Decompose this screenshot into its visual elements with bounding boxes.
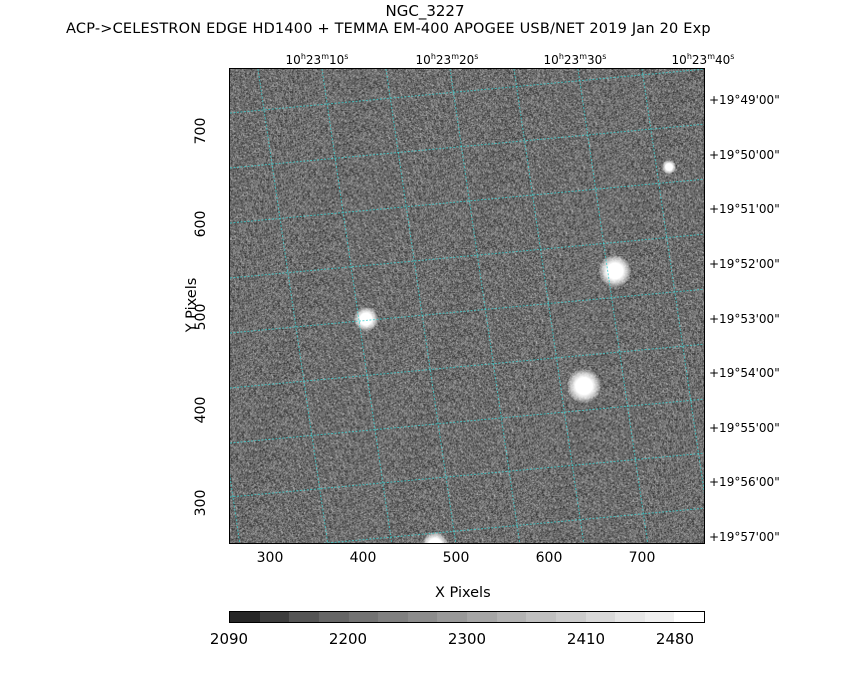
colorbar-tick: 2090 [209,630,249,648]
grid-line [641,69,704,495]
colorbar-swatch [259,612,290,622]
grid-line [513,69,585,543]
grid-line [230,343,704,389]
x-tick: 300 [256,550,284,566]
ra-tick: 10h23m10s [285,52,349,67]
x-tick: 600 [535,550,563,566]
coordinate-grid [230,69,704,543]
star [354,307,378,331]
colorbar-swatch [496,612,527,622]
y-tick: 300 [193,489,209,517]
grid-line [321,507,704,543]
dec-tick: +19°55'00" [709,421,780,435]
y-axis-label: Y Pixels [184,277,200,333]
grid-line [230,69,704,114]
colorbar [229,611,705,623]
grid-line [230,233,704,279]
colorbar-tick: 2300 [447,630,487,648]
x-axis-label: X Pixels [435,585,491,601]
grid-line [230,178,704,224]
x-tick: 400 [349,550,377,566]
colorbar-swatch [615,612,645,622]
colorbar-swatch [526,612,556,622]
colorbar-swatch [318,612,349,622]
grid-line [321,69,393,543]
star [599,255,631,287]
ra-tick: 10h23m20s [415,52,479,67]
y-tick: 700 [193,117,209,145]
colorbar-swatch [644,612,675,622]
grid-line [449,69,521,543]
sky-image[interactable] [229,68,705,544]
y-tick: 600 [193,210,209,238]
dec-tick: +19°51'00" [709,202,780,216]
grid-line [385,69,457,543]
grid-line [230,123,704,169]
y-tick: 400 [193,396,209,424]
ra-tick: 10h23m30s [543,52,607,67]
dec-tick: +19°57'00" [709,530,780,544]
ra-tick: 10h23m40s [671,52,735,67]
colorbar-swatch [555,612,586,622]
colorbar-swatch [289,612,319,622]
colorbar-swatch [585,612,616,622]
star [422,532,448,543]
grid-line [230,288,704,334]
image-title: NGC_3227 [385,2,465,20]
grid-line [257,69,329,543]
dec-tick: +19°49'00" [709,93,780,107]
x-tick: 700 [628,550,656,566]
colorbar-tick: 2410 [566,630,606,648]
dec-tick: +19°50'00" [709,148,780,162]
x-tick: 500 [442,550,470,566]
colorbar-swatch [467,612,497,622]
colorbar-swatch [437,612,467,622]
dec-tick: +19°53'00" [709,312,780,326]
image-subtitle: ACP->CELESTRON EDGE HD1400 + TEMMA EM-40… [66,21,711,37]
grid-line [230,473,241,543]
dec-tick: +19°54'00" [709,366,780,380]
grid-line [230,452,704,498]
star [662,160,676,174]
dec-tick: +19°56'00" [709,475,780,489]
image-noise [230,69,704,543]
colorbar-tick: 2200 [328,630,368,648]
colorbar-swatch [348,612,379,622]
star [567,369,601,403]
colorbar-swatch [378,612,408,622]
colorbar-swatch [407,612,438,622]
grid-line [577,69,649,543]
dec-tick: +19°52'00" [709,257,780,271]
grid-line [230,398,704,444]
colorbar-tick: 2480 [655,630,695,648]
colorbar-swatch [230,612,260,622]
colorbar-swatch [674,612,704,622]
